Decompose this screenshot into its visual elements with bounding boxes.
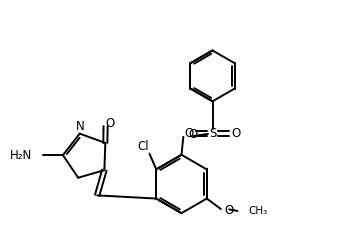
Text: CH₃: CH₃ (248, 206, 268, 216)
Text: H₂N: H₂N (10, 149, 32, 162)
Text: O: O (231, 127, 240, 140)
Text: Cl: Cl (137, 140, 149, 153)
Text: O: O (189, 129, 198, 141)
Text: N: N (76, 120, 85, 133)
Text: S: S (209, 127, 216, 140)
Text: O: O (224, 204, 233, 217)
Text: O: O (185, 127, 194, 140)
Text: O: O (105, 117, 115, 130)
